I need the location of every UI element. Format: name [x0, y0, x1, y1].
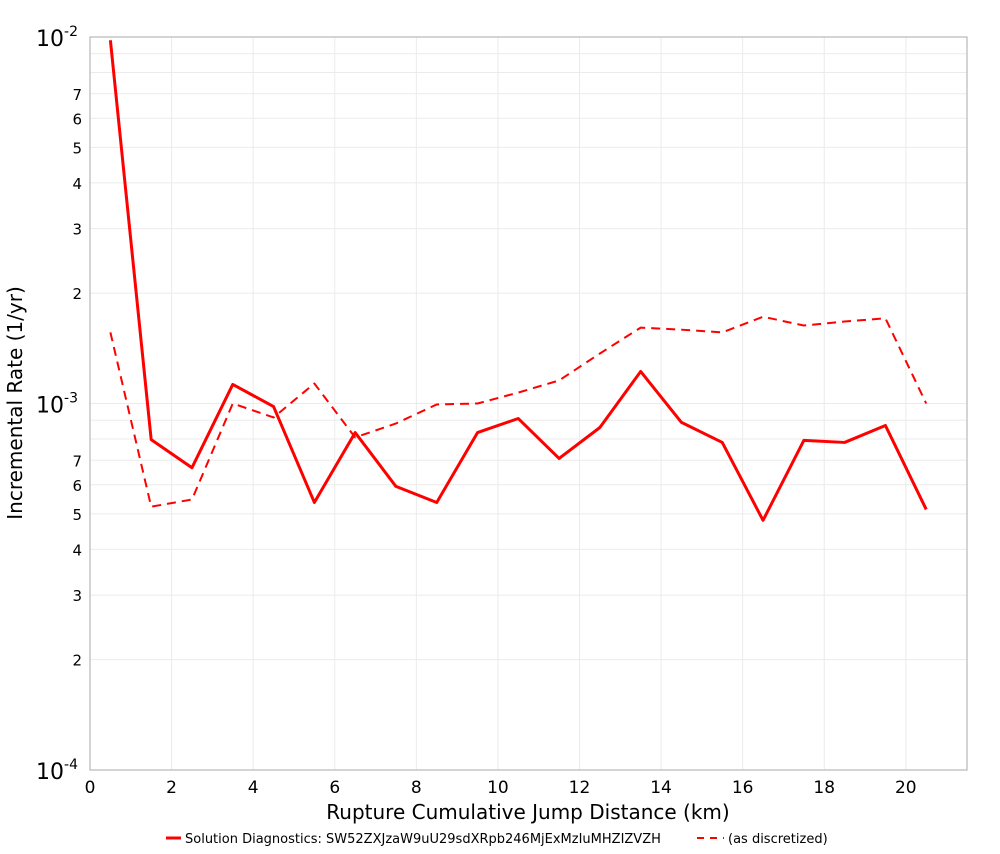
x-tick-label: 0 [85, 778, 96, 798]
x-tick-label: 6 [329, 778, 340, 798]
y-tick-label: 6 [72, 477, 82, 495]
series-line-solution [108, 40, 928, 522]
ticks: 2 3 4 5 6 7 2 3 4 5 6 7 10-4 10-3 10-2 0 2 4 6 8 10 12 14 16 18 2… [36, 24, 917, 798]
y-major-tick-label: 10-2 [36, 24, 78, 52]
legend-label-solution: Solution Diagnostics: SW52ZXJzaW9uU29sdX… [185, 832, 661, 847]
x-tick-label: 10 [487, 778, 509, 798]
x-tick-label: 18 [813, 778, 835, 798]
y-tick-label: 5 [72, 139, 82, 157]
y-tick-label: 6 [72, 110, 82, 128]
y-tick-label: 4 [72, 541, 82, 559]
y-tick-label: 5 [72, 506, 82, 524]
x-axis-label: Rupture Cumulative Jump Distance (km) [326, 800, 729, 824]
y-tick-label: 7 [72, 86, 82, 104]
x-tick-label: 20 [895, 778, 917, 798]
x-tick-label: 2 [166, 778, 177, 798]
y-tick-label: 4 [72, 175, 82, 193]
series-group [108, 40, 928, 522]
y-tick-label: 3 [72, 587, 82, 605]
y-major-tick-label: 10-4 [36, 757, 78, 785]
legend: Solution Diagnostics: SW52ZXJzaW9uU29sdX… [166, 832, 828, 847]
y-tick-label: 7 [72, 452, 82, 470]
y-tick-label: 3 [72, 221, 82, 239]
y-major-tick-label: 10-3 [36, 391, 78, 419]
y-tick-label: 2 [72, 285, 82, 303]
x-tick-label: 16 [732, 778, 754, 798]
legend-label-discretized: (as discretized) [728, 832, 828, 847]
x-tick-label: 8 [411, 778, 422, 798]
x-tick-label: 12 [569, 778, 591, 798]
y-axis-label: Incremental Rate (1/yr) [3, 286, 27, 519]
x-tick-label: 4 [248, 778, 259, 798]
y-tick-label: 2 [72, 652, 82, 670]
x-tick-label: 14 [650, 778, 672, 798]
plot-area-border [89, 36, 968, 771]
grid [90, 37, 967, 770]
series-line-discretized [109, 315, 928, 508]
